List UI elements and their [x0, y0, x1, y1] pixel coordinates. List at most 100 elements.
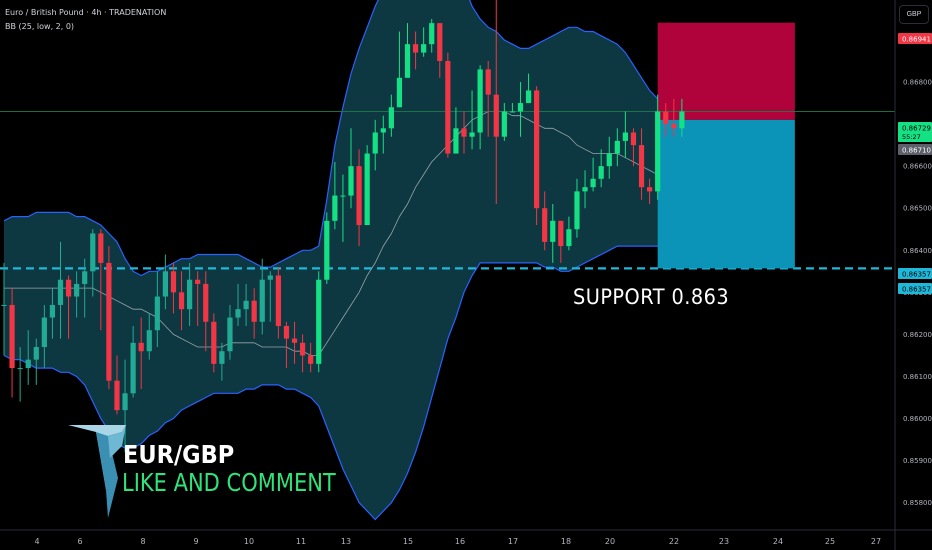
- time-tick-label: 10: [244, 537, 254, 546]
- candle-body: [542, 208, 548, 242]
- price-label-badge: [898, 283, 932, 294]
- candle-body: [404, 44, 411, 78]
- candle-body: [590, 178, 596, 188]
- candle-body: [622, 132, 628, 141]
- candle-body: [130, 342, 136, 394]
- candle-body: [243, 300, 249, 310]
- support-annotation: SUPPORT 0.863: [573, 285, 730, 309]
- price-tick-label: 0.86000: [903, 415, 932, 423]
- candle-body: [340, 195, 346, 197]
- take-profit-zone: [657, 119, 795, 269]
- candle-body: [33, 347, 39, 360]
- candle-body: [106, 262, 112, 381]
- position-tool[interactable]: [657, 22, 795, 269]
- stop-loss-zone: [657, 22, 795, 120]
- time-tick-label: 8: [140, 537, 145, 546]
- candle-body: [1, 304, 7, 306]
- candle-body: [308, 355, 314, 364]
- candle-body: [259, 279, 265, 322]
- candle-body: [638, 145, 645, 188]
- candle-body: [630, 132, 637, 146]
- brand-cta-text: LIKE AND COMMENT: [122, 468, 336, 497]
- candle-body: [429, 23, 435, 45]
- time-tick-label: 20: [605, 537, 615, 546]
- candle-body: [114, 380, 120, 411]
- candle-body: [9, 304, 15, 369]
- candle-body: [558, 220, 564, 247]
- candle-body: [493, 94, 499, 137]
- candle-body: [679, 111, 685, 129]
- candle-body: [671, 124, 677, 129]
- candle-body: [219, 351, 225, 364]
- time-tick-label: 23: [719, 537, 729, 546]
- candle-body: [178, 292, 185, 310]
- candle-body: [388, 107, 394, 129]
- time-tick-label: 11: [296, 537, 306, 546]
- candle-body: [421, 44, 427, 53]
- time-tick-label: 13: [341, 537, 351, 546]
- candle-body: [82, 271, 88, 284]
- candle-body: [195, 279, 201, 284]
- candle-body: [122, 393, 128, 411]
- price-tick-label: 0.85800: [903, 499, 932, 507]
- candle-body: [227, 317, 233, 352]
- candle-body: [25, 359, 31, 369]
- logo-mid-shape: [108, 425, 126, 458]
- candle-body: [550, 220, 556, 242]
- candle-body: [574, 191, 580, 230]
- candles: [0, 0, 895, 453]
- candle-body: [138, 342, 144, 352]
- currency-button[interactable]: GBP: [899, 5, 929, 24]
- candle-body: [364, 153, 370, 226]
- candle-body: [17, 368, 23, 370]
- candle-body: [525, 90, 532, 104]
- candle-body: [501, 111, 507, 137]
- price-label-text: 0.86729: [902, 125, 931, 133]
- candle-body: [647, 187, 653, 192]
- candle-body: [203, 283, 209, 322]
- candle-body: [509, 111, 516, 113]
- candle-body: [477, 69, 483, 133]
- candle-body: [49, 304, 56, 318]
- brand-logo: [68, 425, 126, 518]
- candle-body: [356, 166, 362, 226]
- candle-body: [396, 77, 403, 108]
- time-tick-label: 18: [561, 537, 571, 546]
- candle-body: [566, 229, 572, 247]
- time-tick-label: 9: [193, 537, 198, 546]
- price-label-text: 0.86357: [902, 286, 931, 294]
- price-tick-label: 0.86100: [903, 373, 932, 381]
- time-tick-label: 15: [403, 537, 413, 546]
- candle-body: [348, 166, 354, 196]
- candle-body: [316, 279, 322, 364]
- price-tick-label: 0.86800: [903, 79, 932, 87]
- candle-body: [485, 69, 491, 95]
- candle-body: [41, 317, 47, 348]
- candle-body: [655, 111, 661, 192]
- candle-body: [65, 279, 72, 297]
- price-label-text: 0.86941: [902, 36, 931, 44]
- candle-body: [211, 321, 217, 364]
- candle-body: [412, 44, 419, 53]
- price-tick-label: 0.86400: [903, 247, 932, 255]
- price-label-badge: [898, 122, 932, 142]
- time-tick-label: 4: [34, 537, 39, 546]
- time-tick-label: 24: [773, 537, 783, 546]
- candle-body: [445, 60, 451, 154]
- price-label-text: 0.86710: [902, 147, 931, 155]
- candle-body: [534, 90, 540, 209]
- price-tick-label: 0.85900: [903, 457, 932, 465]
- candle-body: [267, 275, 273, 280]
- candle-body: [146, 330, 152, 352]
- candle-body: [187, 279, 193, 310]
- indicator-label: BB (25, low, 2, 0): [5, 22, 75, 31]
- time-tick-label: 17: [508, 537, 518, 546]
- candle-body: [582, 187, 588, 192]
- time-tick-label: 22: [669, 537, 679, 546]
- time-tick-label: 6: [77, 537, 82, 546]
- price-label-countdown: 55:27: [902, 133, 921, 141]
- candle-body: [332, 195, 338, 221]
- candle-body: [283, 325, 290, 339]
